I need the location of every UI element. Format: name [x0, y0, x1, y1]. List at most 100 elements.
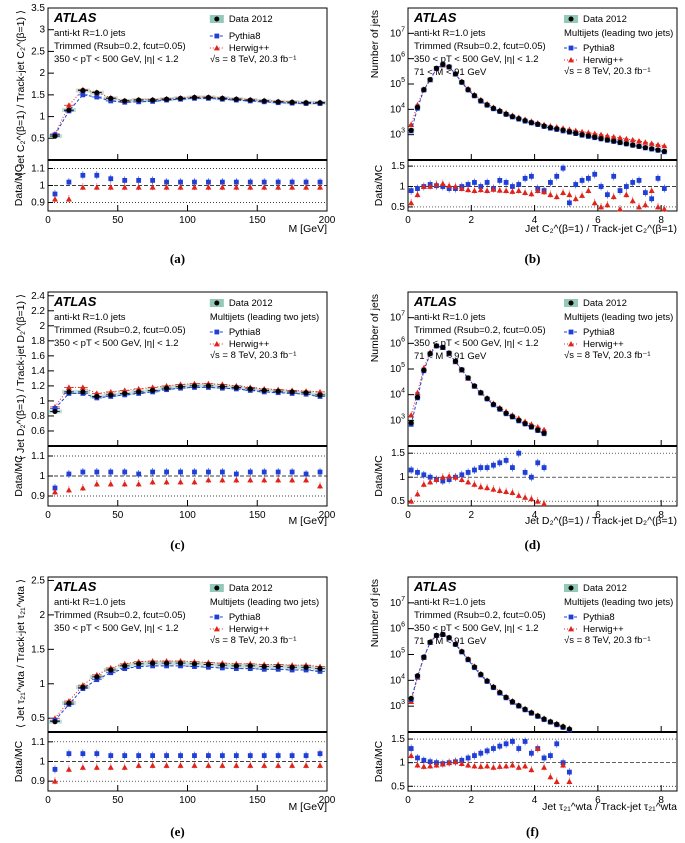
- data-point: [636, 143, 642, 149]
- x-tick-label: 8: [658, 510, 664, 521]
- data-point: [433, 632, 440, 638]
- ratio-point: [107, 184, 114, 190]
- ratio-series-1: [408, 472, 548, 508]
- y-axis-label: Number of jets: [369, 579, 381, 647]
- ratio-point: [192, 469, 197, 475]
- ratio-point: [496, 763, 503, 769]
- ratio-point: [66, 179, 72, 185]
- ratio-point: [415, 755, 420, 761]
- lumi-label: √s = 8 TeV, 20.3 fb⁻¹: [564, 350, 651, 361]
- data-point: [275, 99, 281, 105]
- ratio-point: [121, 764, 128, 770]
- series-line: [410, 345, 545, 435]
- ratio-point: [420, 481, 427, 487]
- ratio-point: [452, 474, 459, 480]
- data-point: [178, 663, 183, 669]
- ratio-point: [458, 760, 465, 767]
- y-tick-label: 0.6: [31, 426, 45, 437]
- data-point: [655, 147, 661, 153]
- legend-herwig: Herwig++: [583, 339, 624, 350]
- data-point: [459, 79, 465, 85]
- data-point: [94, 674, 100, 680]
- y-tick-exponent: 6: [401, 622, 405, 629]
- legend-herwig-marker: [568, 341, 575, 347]
- data-point: [303, 667, 309, 673]
- ratio-point: [560, 762, 567, 768]
- ratio-point: [408, 199, 415, 206]
- ratio-point: [93, 184, 100, 190]
- x-tick-label: 0: [405, 795, 411, 806]
- legend-data-marker: [568, 16, 574, 22]
- data-point: [289, 389, 295, 395]
- x-tick-label: 150: [249, 215, 266, 226]
- data-point: [414, 104, 421, 110]
- legend-data-marker: [214, 585, 220, 591]
- y-tick-label: 1: [39, 679, 45, 690]
- legend-data: Data 2012: [229, 14, 273, 25]
- ratio-point: [192, 179, 197, 185]
- ratio-point: [566, 191, 573, 198]
- atlas-label: ATLAS: [413, 10, 457, 25]
- data-point: [289, 667, 295, 673]
- data-point: [446, 350, 452, 356]
- ratio-point: [247, 469, 253, 475]
- info-line: anti-kt R=1.0 jets: [54, 597, 126, 608]
- ratio-point: [205, 762, 212, 768]
- legend-pythia: Pythia8: [229, 327, 261, 338]
- data-point: [94, 94, 100, 100]
- ratio-series-1: [408, 744, 573, 786]
- data-point: [150, 660, 156, 666]
- legend-data: Data 2012: [583, 298, 627, 309]
- ratio-point: [303, 477, 310, 483]
- ratio-point: [178, 179, 183, 185]
- ratio-tick-label: 1.1: [31, 164, 45, 175]
- data-point: [484, 396, 490, 402]
- ratio-point: [233, 753, 239, 758]
- data-point: [233, 663, 239, 669]
- ratio-point: [414, 191, 421, 198]
- data-point: [528, 710, 535, 716]
- ratio-point: [529, 474, 534, 480]
- legend-data: Data 2012: [583, 583, 627, 594]
- ratio-point: [433, 762, 440, 768]
- ratio-point: [52, 766, 58, 772]
- ratio-point: [465, 755, 471, 761]
- ratio-point: [642, 190, 648, 196]
- ratio-point: [136, 471, 142, 477]
- info-line: Trimmed (Rsub=0.2, fcut=0.05): [54, 41, 186, 52]
- ratio-point: [610, 193, 617, 200]
- ratio-tick-label: 0.5: [391, 202, 405, 213]
- data-point: [630, 142, 636, 148]
- y-tick-exponent: 7: [401, 596, 405, 603]
- ratio-point: [408, 188, 414, 193]
- ratio-point: [94, 751, 100, 757]
- ratio-point: [472, 753, 477, 758]
- ratio-tick-label: 0.9: [31, 198, 45, 209]
- data-point: [509, 699, 516, 705]
- info-line: 350 < pT < 500 GeV, |η| < 1.2: [54, 623, 179, 634]
- ratio-axis-label: Data/MC: [373, 740, 385, 782]
- data-point: [94, 393, 100, 400]
- panel-label: (b): [525, 251, 541, 266]
- x-tick-label: 0: [45, 510, 51, 521]
- ratio-point: [484, 187, 491, 193]
- ratio-point: [572, 195, 579, 202]
- legend-data: Data 2012: [229, 298, 273, 309]
- ratio-point: [446, 477, 452, 482]
- data-point: [478, 671, 484, 677]
- ratio-point: [528, 495, 535, 502]
- data-point: [80, 684, 86, 690]
- data-point: [611, 138, 617, 144]
- ratio-point: [303, 179, 309, 185]
- data-point: [585, 133, 591, 139]
- series-0: [408, 343, 547, 436]
- ratio-point: [522, 189, 529, 196]
- ratio-point: [219, 179, 225, 185]
- legend-sample: Multijets (leading two jets): [210, 312, 319, 323]
- data-point: [642, 139, 649, 145]
- ratio-point: [484, 180, 490, 185]
- chart-panel-a: 0 50 100 150 200 0.5 1 1.5 2 2.5 3 3.5 0.9 1 1.1 ATLAS a…: [13, 3, 336, 266]
- y-tick-exponent: 3: [401, 699, 405, 706]
- chart-panel-d: 0 2 4 6 8 103 104 105 106 107 0.5 1 1.5 ATLAS anti-kt …: [369, 291, 678, 552]
